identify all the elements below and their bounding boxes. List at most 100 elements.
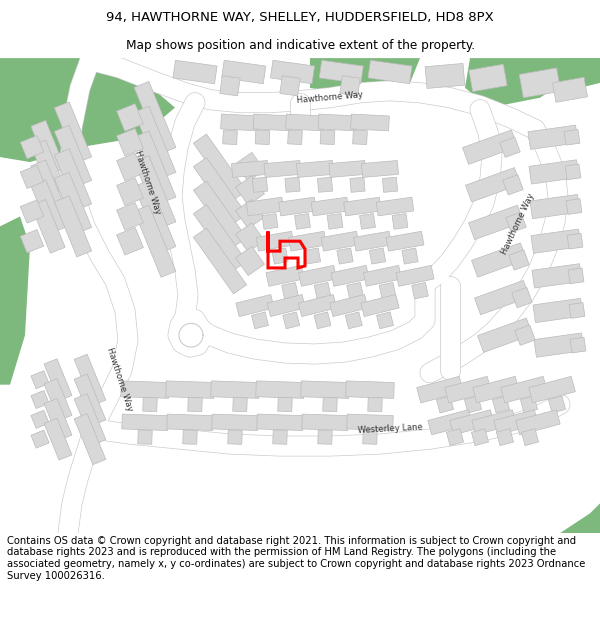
Text: Contains OS data © Crown copyright and database right 2021. This information is : Contains OS data © Crown copyright and d… <box>7 536 586 581</box>
Polygon shape <box>166 381 214 398</box>
Polygon shape <box>472 410 516 435</box>
Text: Map shows position and indicative extent of the property.: Map shows position and indicative extent… <box>125 39 475 52</box>
Polygon shape <box>345 312 362 329</box>
Polygon shape <box>412 282 428 299</box>
Polygon shape <box>329 294 368 316</box>
Polygon shape <box>516 410 560 435</box>
Polygon shape <box>464 396 482 413</box>
Polygon shape <box>496 429 514 446</box>
Polygon shape <box>283 312 300 329</box>
Polygon shape <box>317 177 332 192</box>
Polygon shape <box>134 131 176 203</box>
Polygon shape <box>74 354 106 405</box>
Polygon shape <box>193 181 247 247</box>
Polygon shape <box>446 429 464 446</box>
Polygon shape <box>31 121 65 174</box>
Polygon shape <box>116 178 143 206</box>
Polygon shape <box>262 214 278 229</box>
Polygon shape <box>302 414 348 431</box>
Polygon shape <box>311 198 349 216</box>
Polygon shape <box>273 430 287 444</box>
Polygon shape <box>246 198 284 216</box>
Polygon shape <box>255 130 270 144</box>
Polygon shape <box>256 231 294 251</box>
Polygon shape <box>272 248 288 264</box>
Polygon shape <box>553 78 587 102</box>
Polygon shape <box>368 398 382 412</box>
Polygon shape <box>296 161 334 177</box>
Polygon shape <box>340 76 360 96</box>
Polygon shape <box>31 180 65 233</box>
Polygon shape <box>533 298 583 322</box>
Polygon shape <box>520 396 538 413</box>
Polygon shape <box>167 414 213 431</box>
Polygon shape <box>350 177 365 192</box>
Polygon shape <box>253 114 292 131</box>
Polygon shape <box>379 282 396 299</box>
Text: Hawthorne Way: Hawthorne Way <box>106 347 134 413</box>
Polygon shape <box>44 398 72 440</box>
Polygon shape <box>221 114 259 131</box>
Polygon shape <box>564 129 580 145</box>
Polygon shape <box>519 68 561 98</box>
Polygon shape <box>314 312 331 329</box>
Polygon shape <box>569 302 585 318</box>
Polygon shape <box>329 161 366 177</box>
Polygon shape <box>236 294 274 316</box>
Polygon shape <box>529 376 575 403</box>
Polygon shape <box>570 338 586 353</box>
Polygon shape <box>530 194 580 219</box>
Polygon shape <box>266 266 304 286</box>
Polygon shape <box>20 229 44 253</box>
Polygon shape <box>555 58 600 88</box>
Polygon shape <box>298 294 337 316</box>
Polygon shape <box>445 376 491 403</box>
Text: Hawthorne Way: Hawthorne Way <box>500 192 536 256</box>
Polygon shape <box>361 161 398 177</box>
Polygon shape <box>567 233 583 249</box>
Polygon shape <box>350 114 389 131</box>
Polygon shape <box>566 199 582 214</box>
Polygon shape <box>560 504 600 533</box>
Polygon shape <box>478 318 533 352</box>
Polygon shape <box>55 149 92 210</box>
Polygon shape <box>173 60 217 84</box>
Polygon shape <box>337 248 353 264</box>
Polygon shape <box>228 430 242 444</box>
Polygon shape <box>568 268 584 284</box>
Polygon shape <box>121 381 169 398</box>
Polygon shape <box>494 410 538 435</box>
Polygon shape <box>31 430 49 448</box>
Polygon shape <box>310 58 420 98</box>
Polygon shape <box>346 381 394 398</box>
Polygon shape <box>31 140 65 194</box>
Polygon shape <box>287 130 302 144</box>
Polygon shape <box>44 418 72 460</box>
Polygon shape <box>134 205 176 278</box>
Polygon shape <box>382 177 398 192</box>
Polygon shape <box>134 156 176 228</box>
Polygon shape <box>416 376 463 403</box>
Polygon shape <box>116 153 143 181</box>
Polygon shape <box>534 333 584 357</box>
Polygon shape <box>473 376 520 403</box>
Polygon shape <box>179 323 203 347</box>
Polygon shape <box>55 173 92 233</box>
Polygon shape <box>138 430 152 444</box>
Polygon shape <box>116 104 143 131</box>
Polygon shape <box>320 130 335 144</box>
Polygon shape <box>515 325 535 346</box>
Polygon shape <box>220 76 240 96</box>
Polygon shape <box>301 381 349 398</box>
Polygon shape <box>31 199 65 253</box>
Polygon shape <box>223 130 238 144</box>
Polygon shape <box>211 381 259 398</box>
Polygon shape <box>344 198 381 216</box>
Polygon shape <box>428 410 472 435</box>
Polygon shape <box>55 102 92 163</box>
Polygon shape <box>363 430 377 444</box>
Polygon shape <box>493 396 509 413</box>
Text: Westerley Lane: Westerley Lane <box>358 423 422 436</box>
Polygon shape <box>20 200 44 223</box>
Polygon shape <box>116 129 143 156</box>
